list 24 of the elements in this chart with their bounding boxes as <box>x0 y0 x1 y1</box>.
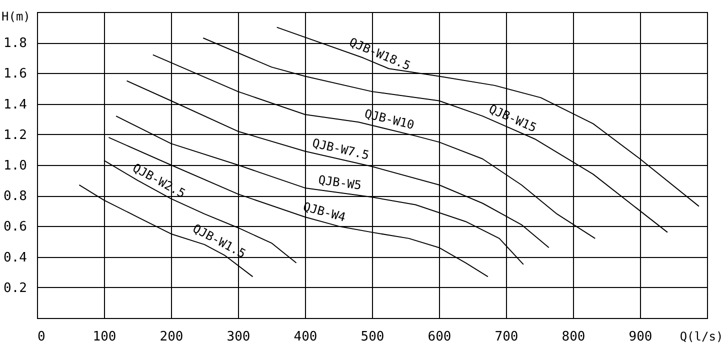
x-tick-label: 0 <box>38 330 46 344</box>
y-tick-label: 1.6 <box>4 66 27 82</box>
y-tick-label: 0.2 <box>4 280 27 296</box>
y-tick-label: 0.6 <box>4 220 27 235</box>
x-tick-label: 500 <box>360 330 384 344</box>
x-tick-label: 300 <box>226 330 250 344</box>
y-tick-label: 0.4 <box>4 250 28 266</box>
x-tick-label: 200 <box>160 330 184 344</box>
text: QJB-W10 <box>363 106 416 132</box>
x-tick-label: 700 <box>494 330 518 344</box>
text: QJB-W4 <box>302 199 348 224</box>
y-tick-label: 1.2 <box>4 128 27 143</box>
y-tick-label: 1.8 <box>4 36 27 52</box>
x-tick-label: 400 <box>294 330 318 344</box>
y-tick-label: 1.0 <box>4 158 27 174</box>
text: QJB-W5 <box>317 172 362 193</box>
y-tick-label: 0.8 <box>4 189 27 204</box>
y-axis-title: H(m) <box>2 10 30 24</box>
x-tick-label: 100 <box>92 330 116 344</box>
y-tick-label: 1.4 <box>4 97 28 112</box>
x-tick-label: 600 <box>428 330 452 344</box>
x-tick-label: 900 <box>628 330 652 344</box>
x-tick-label: 800 <box>562 330 586 344</box>
x-axis-title: Q(l/s) <box>680 330 724 344</box>
